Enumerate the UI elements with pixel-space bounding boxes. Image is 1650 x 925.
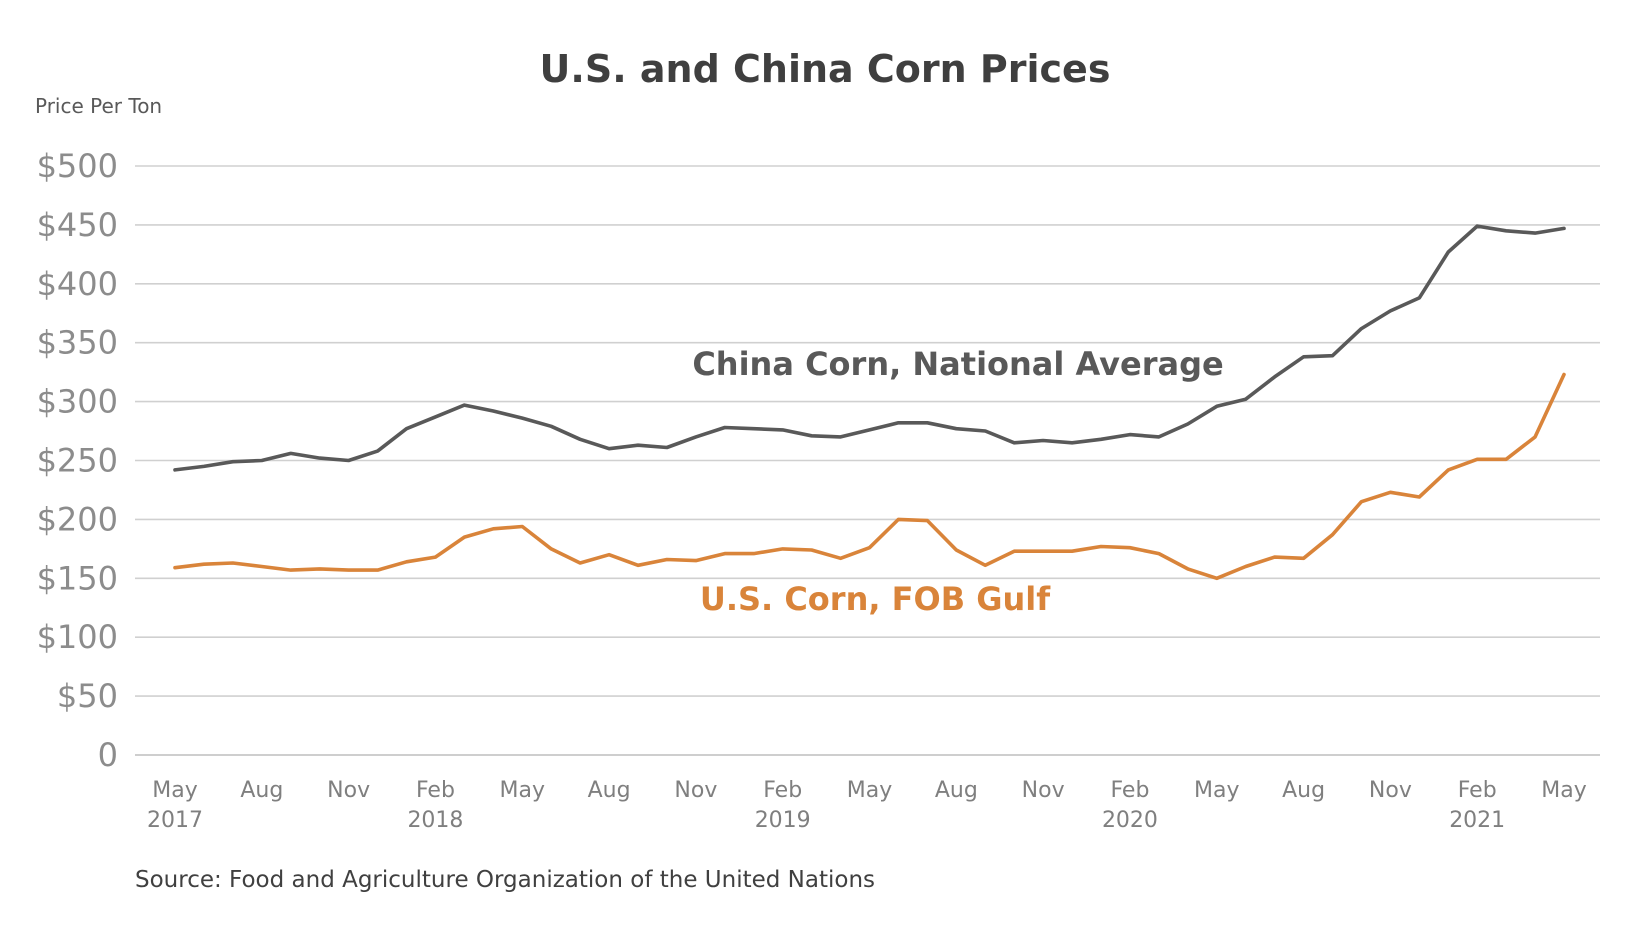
x-tick-month: Aug — [240, 778, 283, 803]
y-tick-label: 0 — [98, 736, 118, 774]
y-tick-label: $400 — [37, 265, 118, 303]
x-tick-month: Feb — [1110, 778, 1149, 803]
x-axis-ticks: May 2017 Aug Nov Feb 2018 May Aug Nov Feb 2019 May A… — [147, 778, 1587, 833]
x-tick-month: May — [847, 778, 892, 803]
x-tick-year: 2019 — [755, 808, 811, 833]
y-tick-label: $50 — [57, 677, 118, 715]
y-tick-label: $100 — [37, 618, 118, 656]
chart-title: U.S. and China Corn Prices — [540, 47, 1111, 91]
x-tick-month: Aug — [588, 778, 631, 803]
us-series-label: U.S. Corn, FOB Gulf — [700, 580, 1051, 618]
x-tick-month: Nov — [1022, 778, 1065, 803]
x-tick-month: Feb — [416, 778, 455, 803]
x-tick-month: May — [500, 778, 545, 803]
x-tick-month: Aug — [1282, 778, 1325, 803]
x-tick-year: 2017 — [147, 808, 203, 833]
series-lines — [173, 224, 1566, 581]
y-tick-label: $450 — [37, 206, 118, 244]
china-corn-line — [173, 224, 1566, 472]
x-tick-month: Feb — [763, 778, 802, 803]
x-tick-year: 2020 — [1102, 808, 1158, 833]
x-tick-year: 2018 — [407, 808, 463, 833]
y-tick-label: $150 — [37, 559, 118, 597]
us-corn-line — [173, 372, 1566, 581]
y-axis-ticks: 0 $50 $100 $150 $200 $250 $300 $350 $400 $450 $500 — [37, 147, 118, 774]
gridlines — [135, 165, 1600, 756]
x-tick-month: Aug — [935, 778, 978, 803]
x-tick-year: 2021 — [1449, 808, 1505, 833]
y-tick-label: $350 — [37, 324, 118, 362]
x-tick-month: Nov — [674, 778, 717, 803]
x-tick-month: Nov — [1369, 778, 1412, 803]
x-tick-month: May — [1194, 778, 1239, 803]
y-tick-label: $300 — [37, 383, 118, 421]
x-tick-month: Nov — [327, 778, 370, 803]
y-tick-label: $250 — [37, 442, 118, 480]
y-tick-label: $500 — [37, 147, 118, 185]
y-axis-label: Price Per Ton — [35, 94, 162, 118]
x-tick-month: May — [1541, 778, 1586, 803]
china-series-label: China Corn, National Average — [692, 345, 1223, 383]
x-tick-month: May — [152, 778, 197, 803]
x-tick-month: Feb — [1458, 778, 1497, 803]
source-note: Source: Food and Agriculture Organizatio… — [135, 867, 875, 893]
y-tick-label: $200 — [37, 500, 118, 538]
